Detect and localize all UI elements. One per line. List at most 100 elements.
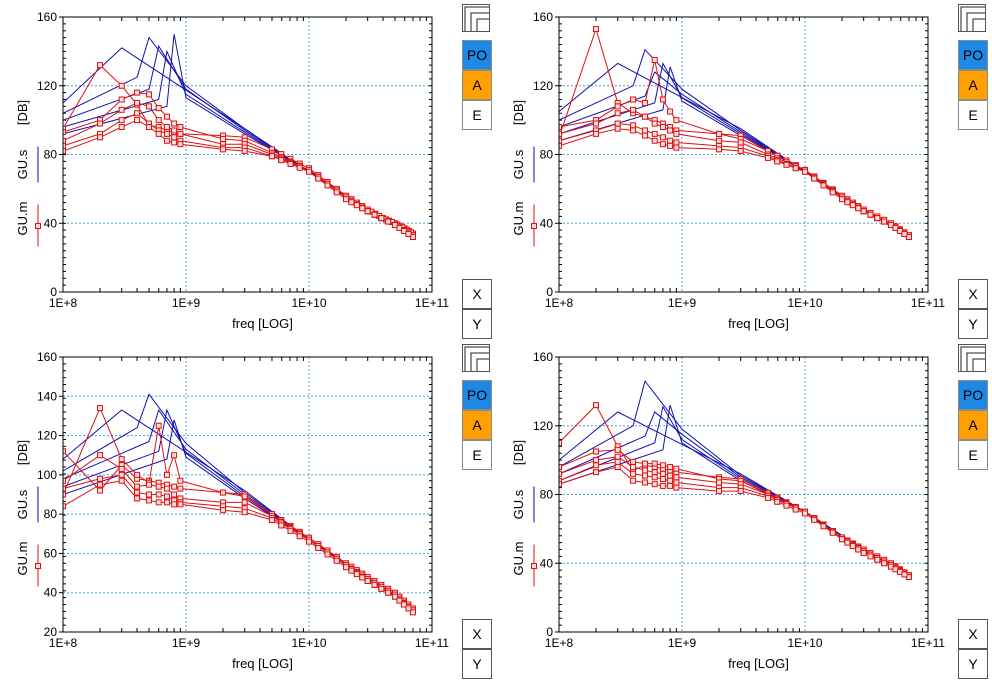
series-m-point xyxy=(400,601,407,608)
y-axis-button[interactable]: Y xyxy=(462,309,492,339)
x-tick-label: 1E+10 xyxy=(291,296,326,310)
series-m-point xyxy=(881,218,888,225)
po-button[interactable]: PO xyxy=(958,380,988,410)
series-m-point xyxy=(118,465,125,472)
chart-plot[interactable]: 0 40 80 120 160 1E+8 1E+9 1E+10 1E+11 freq [LOG] G… xyxy=(0,0,460,340)
series-m-point xyxy=(171,501,178,508)
po-button[interactable]: PO xyxy=(462,380,492,410)
chart-plot[interactable]: 0 40 80 120 160 1E+8 1E+9 1E+10 1E+11 freq [LOG] G… xyxy=(496,0,956,340)
series-m-point xyxy=(348,567,355,574)
series-m-point xyxy=(378,215,385,222)
series-m-point xyxy=(867,553,874,560)
y-label-m: GU.m xyxy=(511,542,526,576)
series-m-line xyxy=(559,123,910,238)
y-axis-legend: GU.m GU.s [DB] xyxy=(511,100,526,236)
e-button[interactable]: E xyxy=(462,100,492,130)
series-m-point xyxy=(593,120,600,127)
series-m-point xyxy=(783,161,790,168)
a-button[interactable]: A xyxy=(958,70,988,100)
series-m-point xyxy=(667,127,674,134)
y-axis-button[interactable]: Y xyxy=(958,309,988,339)
series-m-point xyxy=(630,127,637,134)
corner-layout-icon[interactable] xyxy=(462,4,490,32)
series-m-point xyxy=(177,477,184,484)
e-button[interactable]: E xyxy=(958,100,988,130)
series-m-point xyxy=(306,538,312,545)
series-m-point xyxy=(630,470,637,477)
x-tick-label: 1E+9 xyxy=(668,636,697,650)
series-m-point xyxy=(296,164,303,171)
e-button[interactable]: E xyxy=(958,440,988,470)
series-m-point xyxy=(155,483,162,490)
series-m-point xyxy=(409,234,416,240)
y-legend-glyphs xyxy=(35,146,41,247)
a-button[interactable]: A xyxy=(462,410,492,440)
x-axis-button[interactable]: X xyxy=(462,619,492,649)
x-tick-label: 1E+8 xyxy=(545,296,574,310)
y-label-unit: [DB] xyxy=(15,100,30,125)
panel-toolbar: PO A E X Y xyxy=(462,340,492,680)
e-button[interactable]: E xyxy=(462,440,492,470)
series-m-point xyxy=(659,470,666,477)
series-m-point xyxy=(63,477,66,484)
y-label-s: GU.s xyxy=(511,149,526,179)
series-m-point xyxy=(63,125,66,132)
x-axis-button[interactable]: X xyxy=(958,279,988,309)
x-tick-label: 1E+11 xyxy=(415,296,449,310)
series-m-point xyxy=(641,127,648,134)
series-m-point xyxy=(63,448,66,455)
series-m-point xyxy=(811,516,818,523)
series-m-point xyxy=(651,460,658,467)
series-m-point xyxy=(673,484,680,491)
corner-layout-icon[interactable] xyxy=(462,344,490,372)
x-tick-label: 1E+11 xyxy=(911,636,945,650)
series-m-point xyxy=(559,130,562,137)
corner-layout-icon[interactable] xyxy=(958,344,986,372)
y-tick-label: 40 xyxy=(540,216,554,230)
series-m-point xyxy=(134,110,141,117)
series-m-point xyxy=(559,464,562,470)
series-m-point xyxy=(667,482,674,489)
a-button[interactable]: A xyxy=(462,70,492,100)
series-m-point xyxy=(134,89,141,96)
y-label-unit: [DB] xyxy=(511,440,526,465)
panel-toolbar: PO A E X Y xyxy=(958,0,988,340)
series-m-point xyxy=(774,498,781,505)
series-m-point xyxy=(171,491,178,498)
series-m-point xyxy=(333,557,340,564)
series-m-point xyxy=(241,493,248,500)
series-m-point xyxy=(630,96,637,103)
legend-m-marker xyxy=(35,223,41,229)
series-m-point xyxy=(630,464,637,470)
series-m-point xyxy=(651,481,658,488)
chart-plot[interactable]: 0 40 80 120 160 1E+8 1E+9 1E+10 1E+11 freq [LOG] G… xyxy=(496,340,956,680)
series-m-point xyxy=(820,523,827,530)
x-axis-button[interactable]: X xyxy=(462,279,492,309)
gridlines xyxy=(63,16,432,293)
series-m-point xyxy=(97,134,104,141)
x-axis-label: freq [LOG] xyxy=(232,316,293,331)
series-m-point xyxy=(673,474,680,481)
y-tick-label: 120 xyxy=(37,79,57,93)
a-button[interactable]: A xyxy=(958,410,988,440)
po-button[interactable]: PO xyxy=(462,40,492,70)
series-m-point xyxy=(155,491,162,498)
series-m-point xyxy=(63,142,66,149)
y-axis-button[interactable]: Y xyxy=(958,649,988,679)
y-axis-button[interactable]: Y xyxy=(462,649,492,679)
series-m-point xyxy=(673,117,680,124)
series-m-point xyxy=(134,483,141,490)
y-tick-label: 60 xyxy=(44,546,58,560)
po-button[interactable]: PO xyxy=(958,40,988,70)
x-axis-button[interactable]: X xyxy=(958,619,988,649)
corner-layout-icon[interactable] xyxy=(958,4,986,32)
series-m-point xyxy=(593,462,600,469)
series-m-point xyxy=(737,139,744,146)
series-m-point xyxy=(278,157,285,164)
series-m-point xyxy=(97,475,104,482)
chart-plot[interactable]: 20 40 60 80 100 120 140 160 1E+8 1E+9 1E+10 1E+11 fr… xyxy=(0,340,460,680)
series-m-point xyxy=(145,497,152,504)
series-m-point xyxy=(764,154,771,161)
series-m-point xyxy=(268,153,275,160)
series-m-point xyxy=(97,452,104,459)
